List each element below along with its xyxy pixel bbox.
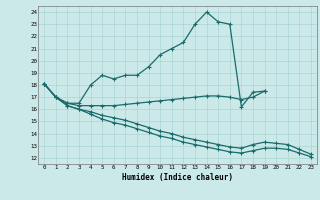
X-axis label: Humidex (Indice chaleur): Humidex (Indice chaleur) xyxy=(122,173,233,182)
